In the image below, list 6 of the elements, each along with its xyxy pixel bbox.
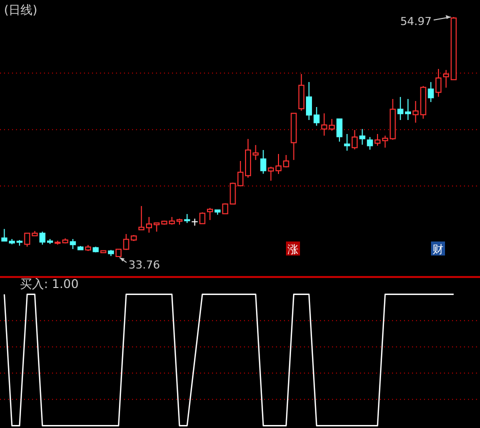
chart-title: (日线)	[4, 3, 38, 17]
event-mark: 财	[431, 242, 445, 256]
text: 33.76	[128, 258, 160, 272]
annotation: 54.97	[400, 15, 432, 28]
event-mark: 涨	[286, 242, 300, 256]
chart-title: 买入: 1.00	[20, 277, 79, 291]
